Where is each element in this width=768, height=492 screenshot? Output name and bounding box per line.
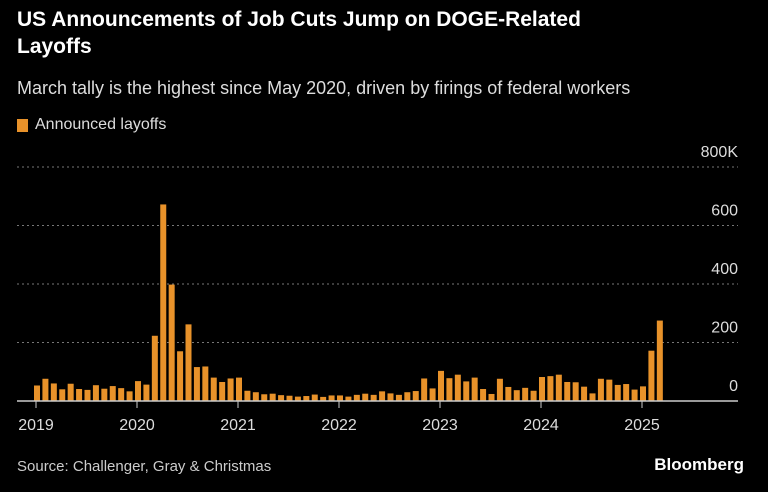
y-tick-label: 800K [701,144,739,161]
x-tick-label: 2020 [119,417,155,434]
bar [463,381,470,401]
bar [522,387,529,401]
bar [421,378,428,401]
chart-subtitle: March tally is the highest since May 202… [17,78,631,98]
x-tick-label: 2023 [422,417,458,434]
legend-label: Announced layoffs [35,116,167,133]
bar [656,320,663,401]
bar [177,351,184,401]
bar [210,377,217,401]
bar [446,378,453,401]
bar [429,388,436,401]
bar [185,324,192,401]
bar [480,389,487,401]
bar [118,388,125,401]
bar [471,377,478,401]
bar [623,384,630,401]
bar [353,394,360,401]
bar [606,379,613,401]
bar [244,390,251,401]
bar [193,367,200,401]
bar [59,389,66,401]
bar [109,386,116,401]
bar [278,395,285,401]
bar [202,366,209,401]
chart-title: US Announcements of Job Cuts Jump on DOG… [17,8,581,58]
bar [547,376,554,401]
bar [513,390,520,401]
bar [168,284,175,401]
bar [76,389,83,401]
bar [320,396,327,401]
bar [631,389,638,401]
bar [143,384,150,401]
bar [496,378,503,401]
bar [488,393,495,401]
legend-swatch [17,118,28,132]
bar [67,383,74,401]
bar [564,381,571,401]
y-tick-label: 0 [729,378,738,395]
bar [42,378,49,401]
y-tick-label: 400 [711,261,738,278]
bar [92,385,99,401]
bar [572,382,579,401]
bar [236,377,242,401]
x-tick-label: 2024 [523,417,559,434]
bar [395,394,402,401]
bar [135,381,141,401]
bar [261,394,268,401]
legend: Announced layoffs [17,116,166,134]
bar [303,396,310,401]
source-note: Source: Challenger, Gray & Christmas [17,458,272,475]
bar [412,391,419,401]
bar [530,390,537,401]
bar [337,395,343,401]
y-tick-label: 600 [711,203,738,220]
bar [269,393,276,401]
bar [219,381,226,401]
bar [581,386,588,401]
bar [34,385,40,401]
bar [438,370,444,401]
bar [50,383,57,401]
bar [640,386,646,401]
bar [539,377,545,401]
bar [345,396,352,401]
bar [328,395,335,401]
bar [311,394,318,401]
bar [126,391,133,401]
bar [555,374,562,401]
bar [379,391,386,401]
bar [370,394,377,401]
bar [614,384,621,401]
bar [294,396,301,401]
bar [404,392,411,401]
bar [84,389,91,401]
x-tick-label: 2025 [624,417,660,434]
bar [286,395,293,401]
bar [454,374,461,401]
bar [362,393,369,401]
y-tick-label: 200 [711,320,738,337]
bar [160,204,167,401]
bar [252,392,259,401]
x-tick-label: 2022 [321,417,357,434]
x-tick-label: 2021 [220,417,256,434]
x-tick-label: 2019 [18,417,54,434]
bloomberg-logo: Bloomberg [654,455,744,474]
bar [387,393,394,401]
bar [227,378,234,401]
bar [648,350,655,401]
bar [101,388,108,401]
bar [151,335,158,401]
bar [505,386,512,401]
bar [589,393,596,401]
bar [597,378,604,401]
